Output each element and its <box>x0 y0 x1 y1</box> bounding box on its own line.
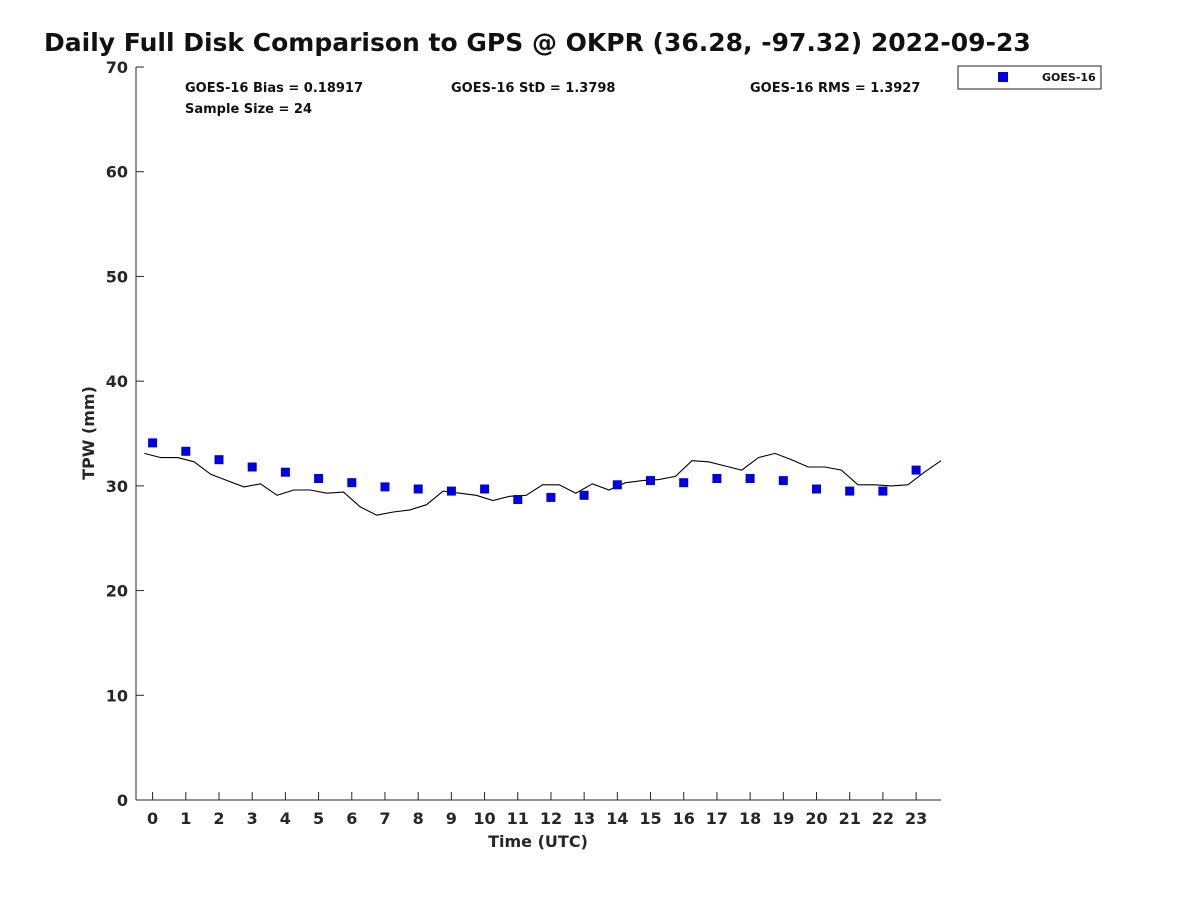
goes16-point <box>579 490 589 500</box>
goes16-point <box>612 480 622 490</box>
goes16-point <box>446 486 456 496</box>
y-tick-label: 70 <box>106 58 128 77</box>
goes16-point <box>679 478 689 488</box>
bias-stat: GOES-16 Bias = 0.18917 <box>185 81 363 96</box>
x-tick-label: 13 <box>573 809 595 828</box>
goes16-point <box>280 467 290 477</box>
y-tick-label: 0 <box>117 791 128 810</box>
goes16-point <box>148 438 158 448</box>
stats-group: GOES-16 Bias = 0.18917 GOES-16 StD = 1.3… <box>185 81 920 117</box>
legend-label-goes16: GOES-16 <box>1042 71 1096 84</box>
legend-box <box>957 65 1102 90</box>
goes16-point <box>778 476 788 486</box>
goes16-point <box>911 465 921 475</box>
x-tick-label: 22 <box>872 809 894 828</box>
x-tick-label: 19 <box>772 809 794 828</box>
chart-title: Daily Full Disk Comparison to GPS @ OKPR… <box>44 28 1031 57</box>
x-tick-label: 23 <box>905 809 927 828</box>
x-tick-label: 7 <box>379 809 390 828</box>
sample-size-stat: Sample Size = 24 <box>185 102 312 117</box>
legend: GOES-16 <box>957 65 1102 90</box>
x-tick-label: 2 <box>213 809 224 828</box>
goes16-point <box>513 495 523 504</box>
goes16-point <box>214 455 224 465</box>
goes16-point <box>380 482 390 492</box>
x-tick-label: 12 <box>540 809 562 828</box>
goes16-point <box>347 478 357 488</box>
y-tick-label: 50 <box>106 267 128 286</box>
x-tick-label: 9 <box>446 809 457 828</box>
rms-stat: GOES-16 RMS = 1.3927 <box>750 81 920 96</box>
x-tick-label: 0 <box>147 809 158 828</box>
x-tick-label: 11 <box>507 809 529 828</box>
y-tick-label: 30 <box>106 477 128 496</box>
x-tick-label: 4 <box>280 809 291 828</box>
y-tick-label: 60 <box>106 163 128 182</box>
goes16-point <box>546 492 556 502</box>
x-tick-label: 3 <box>247 809 258 828</box>
x-tick-label: 16 <box>673 809 695 828</box>
goes16-point <box>878 486 888 496</box>
x-tick-label: 18 <box>739 809 761 828</box>
x-tick-label: 17 <box>706 809 728 828</box>
y-tick-label: 40 <box>106 372 128 391</box>
x-tick-label: 6 <box>346 809 357 828</box>
goes16-point <box>480 484 490 494</box>
x-tick-label: 5 <box>313 809 324 828</box>
std-stat: GOES-16 StD = 1.3798 <box>451 81 615 96</box>
y-tick-label: 10 <box>106 686 128 705</box>
goes16-point <box>745 474 755 483</box>
x-tick-label: 8 <box>413 809 424 828</box>
goes16-point <box>845 486 855 496</box>
x-tick-label: 15 <box>639 809 661 828</box>
goes16-point <box>646 476 655 486</box>
x-tick-label: 1 <box>180 809 191 828</box>
x-tick-label: 20 <box>805 809 827 828</box>
x-tick-label: 21 <box>839 809 861 828</box>
goes16-point <box>712 474 722 483</box>
goes16-point <box>413 484 423 494</box>
goes16-point <box>812 484 821 494</box>
y-axis-label: TPW (mm) <box>79 386 98 480</box>
goes16-point <box>181 446 191 456</box>
x-tick-label: 10 <box>473 809 495 828</box>
goes16-point <box>314 474 324 483</box>
y-tick-label: 20 <box>106 582 128 601</box>
x-tick-label: 14 <box>606 809 628 828</box>
legend-marker-goes16 <box>998 72 1008 82</box>
goes16-points-group <box>148 438 921 504</box>
goes16-point <box>247 462 257 472</box>
gps-line-group <box>144 452 942 516</box>
x-axis-label: Time (UTC) <box>488 832 588 851</box>
gps-line <box>144 452 942 516</box>
